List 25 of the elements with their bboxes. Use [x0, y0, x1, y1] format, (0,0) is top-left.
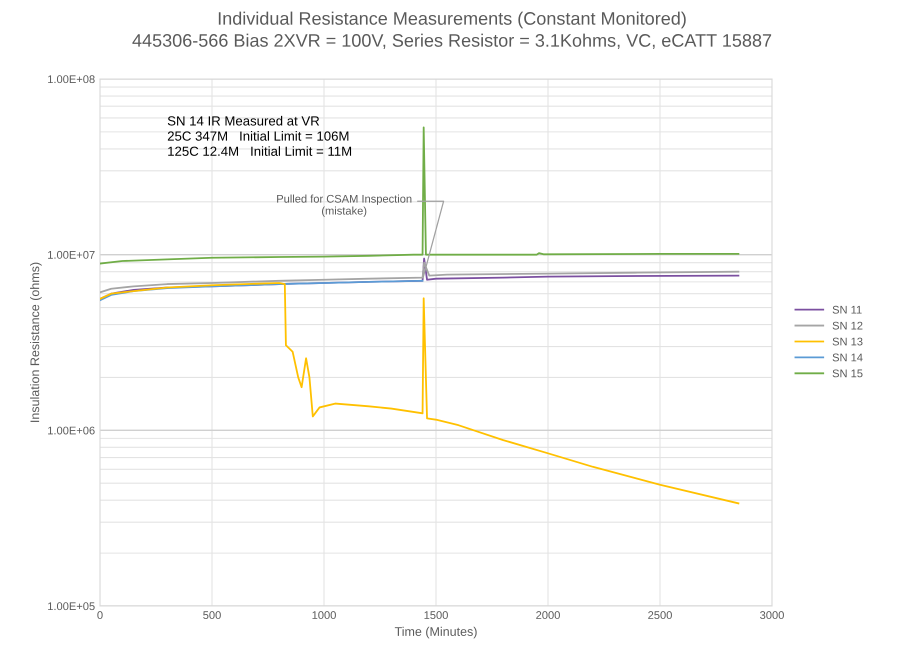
x-tick-label: 2000: [536, 611, 560, 620]
line-series: [100, 126, 740, 264]
x-tick-label: 500: [203, 611, 221, 620]
annotation: Pulled for CSAM Inspection (mistake): [277, 194, 412, 217]
y-tick-label: 1.00E+05: [48, 602, 95, 610]
line-series: [100, 280, 424, 302]
y-tick-label: 1.00E+08: [48, 75, 95, 84]
y-tick-label: 1.00E+07: [48, 250, 95, 259]
x-tick-label: 3000: [760, 611, 784, 620]
legend-label: SN 15: [832, 369, 863, 378]
x-tick-label: 1000: [312, 611, 336, 620]
legend-label: SN 14: [832, 354, 863, 362]
x-tick-label: 0: [97, 611, 103, 620]
y-tick-label: 1.00E+06: [48, 426, 95, 434]
legend-label: SN 12: [832, 322, 862, 330]
legend-label: SN 11: [832, 306, 862, 314]
chart-subtitle: 445306-566 Bias 2XVR = 100V, Series Resistor = 3.1Kohms, VC, eCATT 15887: [132, 34, 772, 49]
x-tick-label: 2500: [648, 611, 672, 620]
line-series: [100, 282, 740, 504]
legend-label: SN 13: [832, 338, 862, 346]
chart-title: Individual Resistance Measurements (Constant Monitored): [218, 12, 686, 28]
annotation: SN 14 IR Measured at VR 25C 347M Initial Limit = 106M 125C 12.4M Initial Limit = 11M: [168, 116, 352, 156]
y-axis-title: Insulation Resistance (ohms): [30, 262, 42, 422]
x-tick-label: 1500: [424, 611, 448, 620]
x-axis-title: Time (Minutes): [394, 626, 477, 638]
